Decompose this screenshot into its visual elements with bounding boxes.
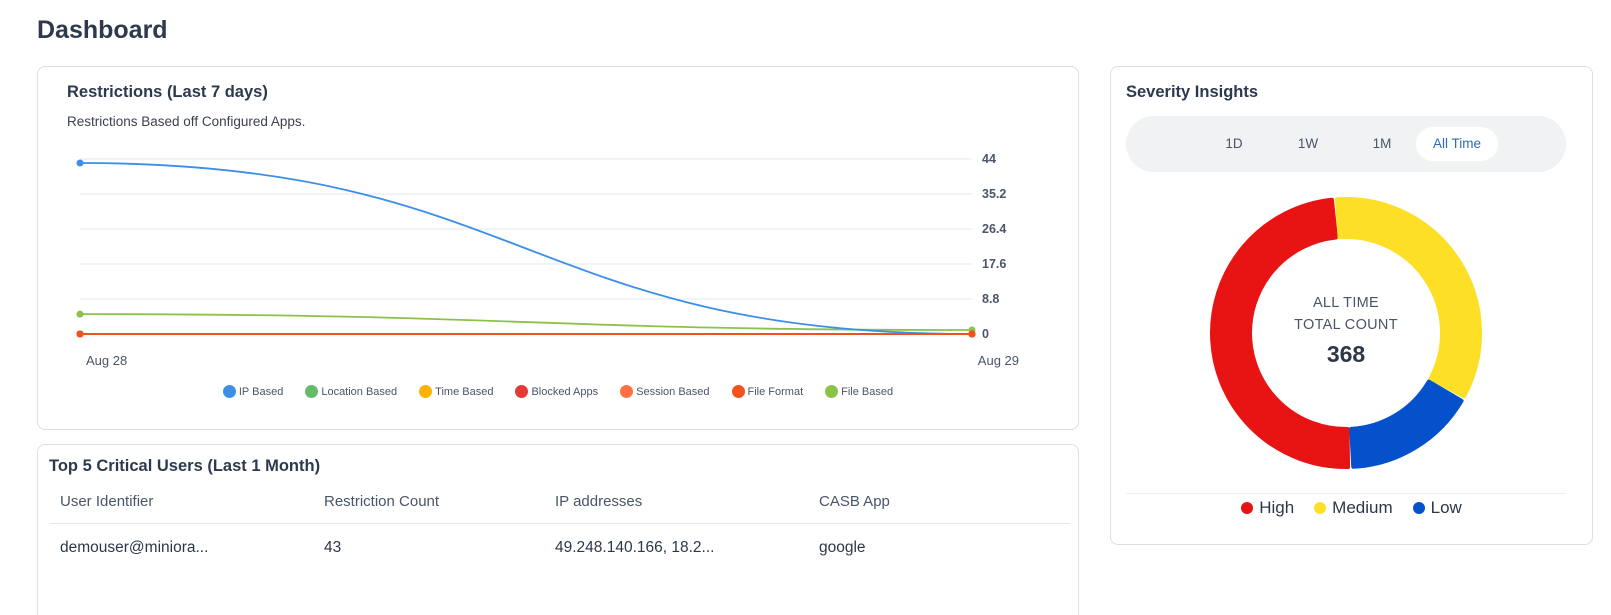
legend-low[interactable]: Low bbox=[1412, 498, 1462, 518]
legend-item-file-based[interactable]: File Based bbox=[825, 385, 893, 398]
page-title: Dashboard bbox=[37, 16, 168, 44]
legend-low-label: Low bbox=[1430, 498, 1462, 517]
restrictions-title: Restrictions (Last 7 days) bbox=[67, 83, 268, 101]
column-header-ip-addresses[interactable]: IP addresses bbox=[555, 493, 643, 510]
y-tick-label: 8.8 bbox=[982, 292, 999, 306]
range-all-time-button[interactable]: All Time bbox=[1416, 127, 1498, 161]
critical-users-title: Top 5 Critical Users (Last 1 Month) bbox=[49, 457, 321, 475]
range-1w-button[interactable]: 1W bbox=[1297, 136, 1319, 151]
time-range-selector: 1D 1W 1M All Time bbox=[1126, 116, 1566, 172]
legend-label: Blocked Apps bbox=[531, 385, 599, 398]
data-point[interactable] bbox=[76, 310, 84, 318]
legend-high[interactable]: High bbox=[1241, 498, 1294, 518]
severity-legend: High Medium Low bbox=[1111, 498, 1592, 518]
series-line-ip-based[interactable] bbox=[79, 162, 973, 335]
y-tick-label: 35.2 bbox=[982, 187, 1006, 201]
severity-donut-chart bbox=[1210, 197, 1482, 469]
high-dot-icon bbox=[1241, 502, 1254, 514]
critical-users-card: Top 5 Critical Users (Last 1 Month) User… bbox=[37, 444, 1079, 615]
legend-label: File Based bbox=[841, 385, 894, 398]
donut-segment-high[interactable] bbox=[1210, 197, 1351, 469]
data-point[interactable] bbox=[76, 330, 84, 338]
column-header-user-identifier[interactable]: User Identifier bbox=[60, 493, 154, 510]
y-tick-label: 0 bbox=[982, 327, 989, 341]
y-tick-label: 17.6 bbox=[982, 257, 1006, 271]
data-point[interactable] bbox=[968, 330, 976, 338]
legend-medium-label: Medium bbox=[1332, 498, 1393, 517]
medium-dot-icon bbox=[1314, 502, 1327, 514]
donut-total-count: 368 bbox=[1326, 341, 1366, 367]
legend-dot-icon bbox=[731, 385, 745, 398]
legend-item-session-based[interactable]: Session Based bbox=[620, 385, 710, 398]
legend-medium[interactable]: Medium bbox=[1314, 498, 1393, 518]
table-row[interactable]: demouser@miniora... 43 49.248.140.166, 1… bbox=[50, 525, 1070, 570]
severity-title: Severity Insights bbox=[1126, 83, 1259, 101]
donut-segment-low[interactable] bbox=[1349, 379, 1464, 469]
y-tick-label: 26.4 bbox=[982, 222, 1006, 236]
donut-center-label-1: ALL TIME bbox=[1312, 295, 1380, 311]
x-tick-label: Aug 29 bbox=[978, 353, 1019, 368]
restrictions-line-chart: 44 35.2 26.4 17.6 8.8 0 Aug 28 Aug 29 bbox=[76, 152, 1019, 368]
table-header: User Identifier Restriction Count IP add… bbox=[50, 479, 1070, 524]
cell-ip-addresses: 49.248.140.166, 18.2... bbox=[555, 539, 715, 556]
legend-high-label: High bbox=[1259, 498, 1295, 517]
legend-dot-icon bbox=[515, 385, 529, 398]
chart-legend: IP Based Location Based Time Based Blocked … bbox=[38, 385, 1078, 398]
low-dot-icon bbox=[1412, 502, 1425, 514]
legend-label: Location Based bbox=[321, 385, 398, 398]
y-tick-label: 44 bbox=[982, 152, 996, 166]
legend-label: File Format bbox=[747, 385, 804, 398]
legend-item-blocked-apps[interactable]: Blocked Apps bbox=[515, 385, 598, 398]
cell-user-identifier: demouser@miniora... bbox=[60, 539, 209, 556]
cell-casb-app: google bbox=[819, 539, 866, 556]
severity-divider bbox=[1126, 493, 1566, 494]
legend-item-location-based[interactable]: Location Based bbox=[305, 385, 397, 398]
restrictions-subtitle: Restrictions Based off Configured Apps. bbox=[67, 114, 306, 129]
legend-label: Time Based bbox=[435, 385, 494, 398]
donut-segment-medium[interactable] bbox=[1335, 197, 1482, 399]
restrictions-card: Restrictions (Last 7 days) Restrictions … bbox=[37, 66, 1079, 430]
x-tick-label: Aug 28 bbox=[86, 353, 127, 368]
series-line-file-based[interactable] bbox=[79, 313, 973, 331]
range-1d-button[interactable]: 1D bbox=[1225, 136, 1243, 151]
donut-center-label-2: TOTAL COUNT bbox=[1294, 317, 1398, 333]
cell-restriction-count: 43 bbox=[324, 539, 342, 556]
legend-item-file-format[interactable]: File Format bbox=[731, 385, 804, 398]
range-1m-button[interactable]: 1M bbox=[1372, 136, 1392, 151]
legend-dot-icon bbox=[305, 385, 319, 398]
data-point[interactable] bbox=[76, 159, 84, 167]
legend-item-ip-based[interactable]: IP Based bbox=[222, 385, 284, 398]
legend-label: IP Based bbox=[238, 385, 284, 398]
legend-item-time-based[interactable]: Time Based bbox=[419, 385, 493, 398]
legend-dot-icon bbox=[419, 385, 433, 398]
legend-dot-icon bbox=[825, 385, 839, 398]
legend-dot-icon bbox=[222, 385, 236, 398]
legend-dot-icon bbox=[620, 385, 634, 398]
column-header-casb-app[interactable]: CASB App bbox=[819, 493, 890, 510]
severity-insights-card: Severity Insights 1D 1W 1M All Time ALL … bbox=[1110, 66, 1593, 545]
legend-label: Session Based bbox=[636, 385, 710, 398]
column-header-restriction-count[interactable]: Restriction Count bbox=[324, 493, 440, 510]
